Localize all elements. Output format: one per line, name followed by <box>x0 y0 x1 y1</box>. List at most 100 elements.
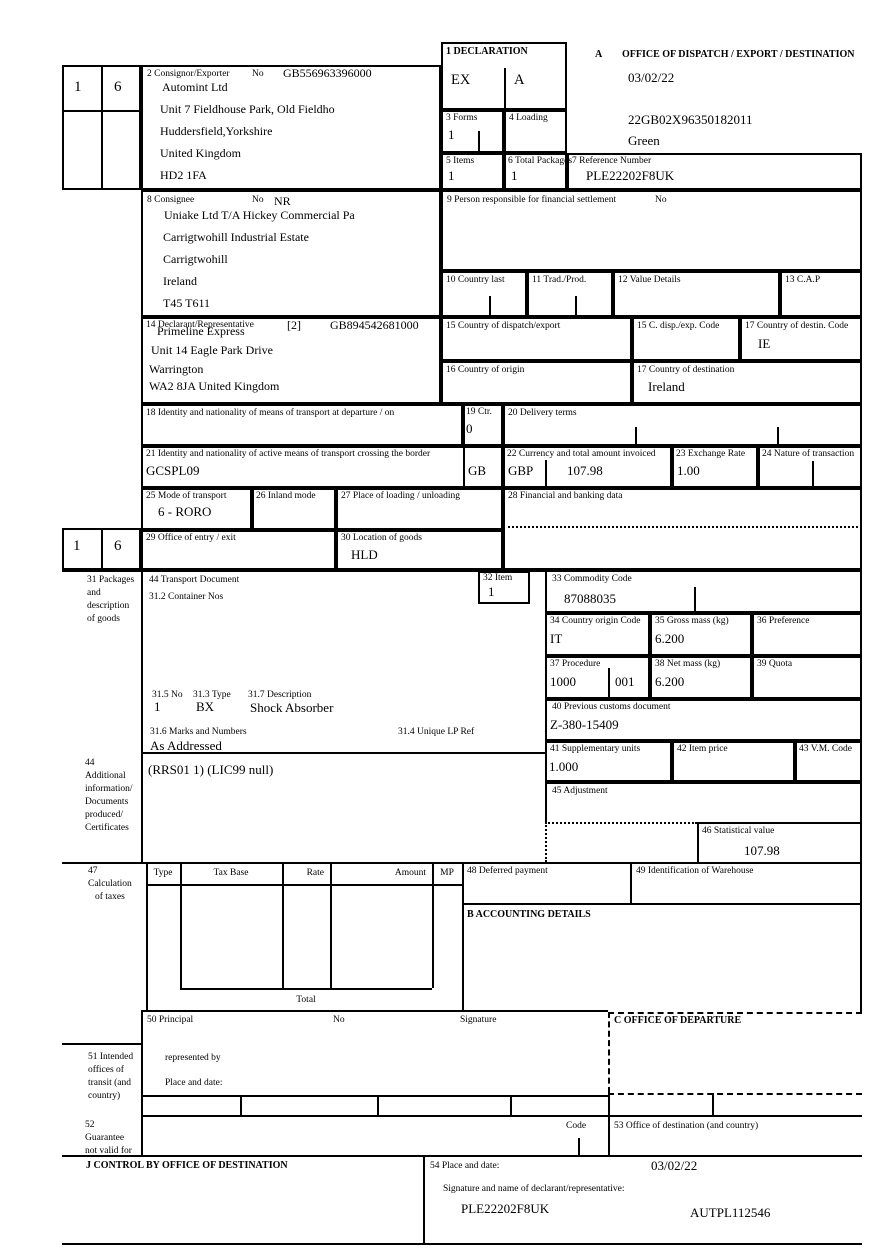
tick-mark <box>635 427 637 445</box>
box23-label: 23 Exchange Rate <box>676 449 746 459</box>
box35-label: 35 Gross mass (kg) <box>655 616 729 626</box>
dotted-separator <box>545 822 697 824</box>
border-line <box>141 1115 862 1117</box>
item-number: 1 <box>488 584 495 599</box>
table-border <box>462 862 464 1010</box>
box5-items <box>441 153 504 190</box>
box11-trad-prod <box>527 271 613 317</box>
box15a-dispatch-code <box>632 317 740 361</box>
box11-label: 11 Trad./Prod. <box>532 275 587 285</box>
c-office-dashed-border <box>608 1012 610 1093</box>
copy-extension-cell <box>101 110 141 190</box>
border-line <box>423 1155 425 1243</box>
dotted-separator <box>503 526 862 528</box>
procedure-code: 1000 <box>550 674 576 689</box>
supplementary-units-value: 1.000 <box>549 759 579 774</box>
box21-active-transport <box>141 446 503 488</box>
box33-commodity-code <box>545 570 862 613</box>
border-line <box>141 1010 143 1155</box>
package-type: BX <box>196 699 215 714</box>
box4-label: 4 Loading <box>509 113 548 123</box>
declarant-address-1: Unit 14 Eagle Park Drive <box>151 343 273 357</box>
tick-mark <box>812 461 814 486</box>
box31-5-label: 31.5 No <box>152 690 183 700</box>
tax-col-type: Type <box>153 868 173 878</box>
box32-item <box>478 571 530 604</box>
box19-label: 19 Ctr. <box>466 407 492 417</box>
box51-margin-label: 51 Intended <box>88 1052 134 1062</box>
box2-label: 2 Consignor/Exporter <box>147 69 230 79</box>
box25-mode-transport <box>141 488 252 530</box>
authorisation-number: AUTPL112546 <box>690 1205 771 1220</box>
box3-value: 1 <box>448 127 455 142</box>
box15-country-dispatch <box>441 317 632 361</box>
box18-transport-departure <box>141 404 463 446</box>
copy-extension-cell <box>62 110 103 190</box>
box50-no-label: No <box>333 1015 345 1025</box>
consignee-id: NR <box>274 194 291 208</box>
box19-value: 0 <box>466 421 473 436</box>
tick-mark <box>489 296 491 316</box>
section-j-label: J CONTROL BY OFFICE OF DESTINATION <box>86 1160 288 1171</box>
table-border <box>146 862 148 1010</box>
table-column-line <box>180 862 182 988</box>
commodity-code-value: 87088035 <box>564 591 616 606</box>
consignee-country: Ireland <box>163 274 197 288</box>
tick-mark <box>777 427 779 445</box>
cell-divider <box>240 1095 242 1115</box>
box44-margin-label: Certificates <box>85 823 129 833</box>
box49-label: 49 Identification of Warehouse <box>636 866 754 876</box>
box5-value: 1 <box>448 168 455 183</box>
box21-divider <box>463 446 465 488</box>
section-b-label: B ACCOUNTING DETAILS <box>467 909 591 920</box>
box47-margin-label: Calculation <box>88 879 132 889</box>
border-line <box>141 1010 608 1012</box>
table-column-line <box>330 862 332 988</box>
net-mass-value: 6.200 <box>655 674 685 689</box>
invoice-amount: 107.98 <box>567 463 603 478</box>
box17a-label: 17 Country of destin. Code <box>745 321 849 331</box>
section-line <box>62 570 862 572</box>
box36-label: 36 Preference <box>757 616 810 626</box>
box12-label: 12 Value Details <box>618 275 681 285</box>
copy-number-box-6 <box>101 528 141 570</box>
box10-country-last <box>441 271 527 317</box>
box52-margin-label: 52 <box>85 1120 95 1130</box>
section-a-title: OFFICE OF DISPATCH / EXPORT / DESTINATIO… <box>622 49 855 60</box>
box13-label: 13 C.A.P <box>785 275 821 285</box>
box31-4-label: 31.4 Unique LP Ref <box>398 727 475 737</box>
box20-delivery-terms <box>503 404 862 446</box>
gross-mass-value: 6.200 <box>655 631 685 646</box>
destination-country-value: Ireland <box>648 379 685 394</box>
border-line <box>608 1093 610 1155</box>
box17-label: 17 Country of destination <box>637 365 735 375</box>
consignor-country: United Kingdom <box>160 146 241 160</box>
box44-margin-label: Additional <box>85 771 126 781</box>
box44-margin-label: Documents <box>85 797 129 807</box>
box2-no-label: No <box>252 69 264 79</box>
box10-label: 10 Country last <box>446 275 505 285</box>
box44-margin-label: produced/ <box>85 810 123 820</box>
goods-description: Shock Absorber <box>250 700 334 715</box>
box2-consignor-exporter <box>141 65 441 190</box>
consignor-postcode: HD2 1FA <box>160 168 207 182</box>
box44-margin-label: 44 <box>85 758 95 768</box>
copy-number-6: 6 <box>114 79 122 95</box>
box6-value: 1 <box>511 168 518 183</box>
box40-label: 40 Previous customs document <box>552 702 671 712</box>
box1-label: 1 DECLARATION <box>446 46 528 57</box>
box27-label: 27 Place of loading / unloading <box>341 491 460 501</box>
box51-margin-label: transit (and <box>88 1078 132 1088</box>
box48-label: 48 Deferred payment <box>467 866 548 876</box>
box3-label: 3 Forms <box>446 113 478 123</box>
box22-currency-amount <box>503 446 672 488</box>
box37-procedure <box>545 656 650 699</box>
box31-2-label: 31.2 Container Nos <box>149 592 224 602</box>
box1-divider <box>504 68 506 110</box>
tax-col-mp: MP <box>440 868 454 878</box>
box42-item-price <box>672 741 795 782</box>
table-header-line <box>146 884 462 886</box>
tax-col-rate: Rate <box>306 868 324 878</box>
consignor-name: Automint Ltd <box>162 80 228 94</box>
